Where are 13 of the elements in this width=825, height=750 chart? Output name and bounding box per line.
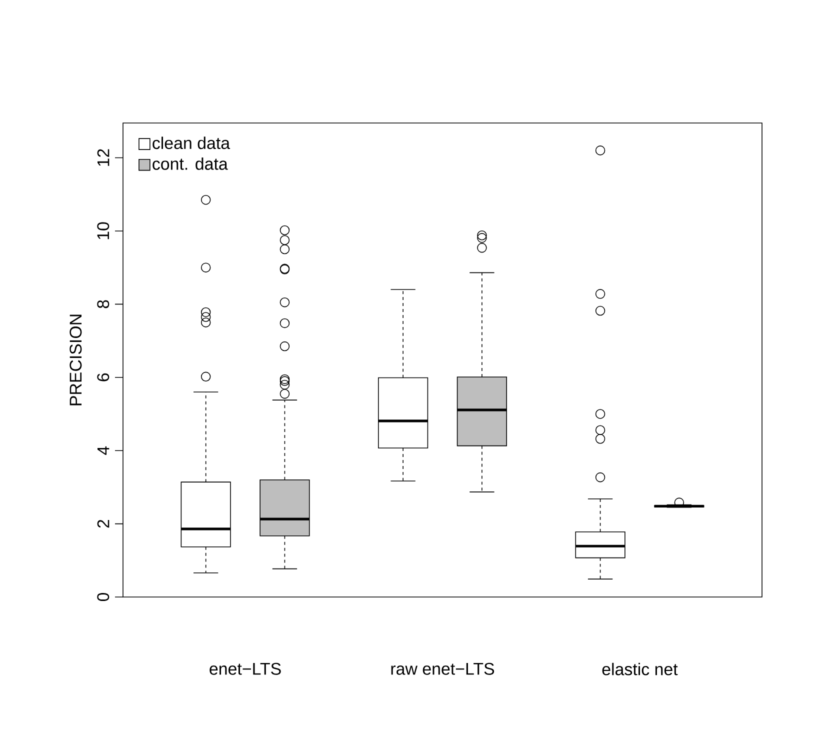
y-tick-label: 10 bbox=[97, 222, 110, 240]
x-tick-label: elastic net bbox=[602, 662, 678, 676]
y-tick-label: 0 bbox=[97, 592, 110, 602]
legend-label: clean data bbox=[152, 136, 230, 150]
y-tick-label: 2 bbox=[97, 520, 110, 528]
y-axis-title: PRECISION bbox=[70, 314, 82, 406]
y-tick-label: 4 bbox=[98, 446, 110, 455]
x-tick-label: raw enet−LTS bbox=[391, 662, 494, 675]
y-tick-label: 8 bbox=[97, 300, 110, 308]
legend-label: cont. data bbox=[152, 157, 228, 170]
y-tick-label: 6 bbox=[97, 373, 110, 382]
x-tick-label: enet−LTS bbox=[210, 662, 281, 675]
y-tick-label: 12 bbox=[97, 149, 110, 166]
